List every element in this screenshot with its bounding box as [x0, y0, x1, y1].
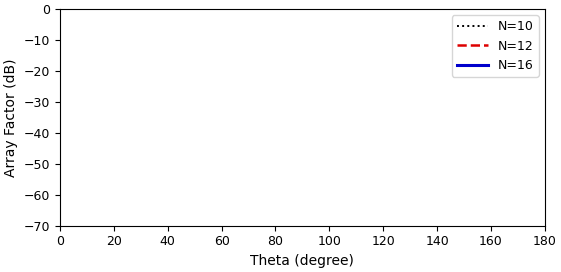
Legend: N=10, N=12, N=16: N=10, N=12, N=16 [452, 16, 539, 77]
X-axis label: Theta (degree): Theta (degree) [250, 254, 355, 268]
Y-axis label: Array Factor (dB): Array Factor (dB) [4, 58, 18, 177]
